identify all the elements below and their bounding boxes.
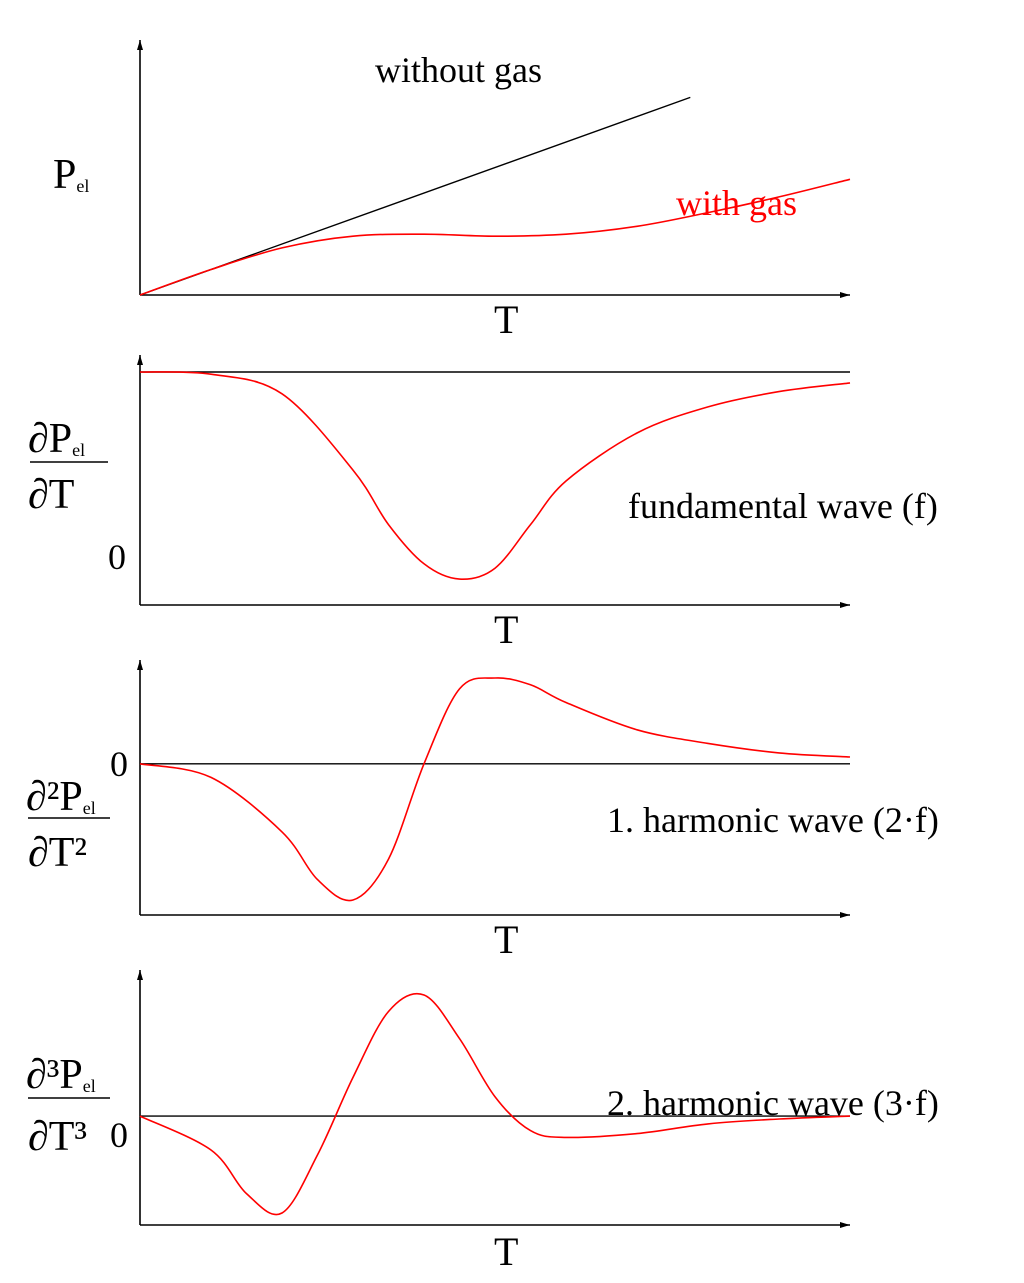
numerator-main: ∂³P — [26, 1052, 83, 1098]
panel-4-caption: 2. harmonic wave (3·f) — [607, 1083, 939, 1123]
annotation-without-gas: without gas — [375, 50, 542, 90]
panel-4-y-numerator: ∂³Pel — [26, 1052, 96, 1098]
panel-3-zero-label: 0 — [110, 744, 128, 784]
panel-second-derivative: 0 1. harmonic wave (2·f) ∂²Pel ∂T² T — [26, 660, 939, 962]
panel-3-x-label: T — [494, 917, 518, 962]
numerator-sub: el — [72, 440, 85, 460]
panel-first-derivative: 0 fundamental wave (f) ∂Pel ∂T T — [28, 355, 938, 652]
panel-3-y-numerator: ∂²Pel — [26, 774, 96, 820]
y-label-sub: el — [76, 176, 89, 196]
panel-1-x-label: T — [494, 297, 518, 342]
panel-3-caption: 1. harmonic wave (2·f) — [607, 800, 939, 840]
numerator-main: ∂²P — [26, 774, 83, 820]
numerator-sub: el — [83, 798, 96, 818]
panel-4-y-denominator: ∂T³ — [28, 1114, 87, 1160]
annotation-with-gas: with gas — [676, 183, 797, 223]
panel-2-caption: fundamental wave (f) — [628, 486, 938, 526]
panel-2-zero-label: 0 — [108, 537, 126, 577]
panel-4-x-label: T — [494, 1229, 518, 1274]
panel-2-y-numerator: ∂Pel — [28, 416, 85, 462]
series-first-derivative — [139, 371, 851, 581]
numerator-main: ∂P — [28, 416, 72, 462]
panel-2-y-denominator: ∂T — [28, 472, 74, 518]
series-with-gas — [139, 178, 851, 296]
panel-2-x-label: T — [494, 607, 518, 652]
series-second-derivative — [139, 677, 851, 902]
panel-1-y-label: Pel — [53, 152, 89, 198]
panel-4-zero-label: 0 — [110, 1115, 128, 1155]
series-third-derivative — [139, 992, 851, 1216]
numerator-sub: el — [83, 1076, 96, 1096]
y-label-main: P — [53, 152, 76, 198]
panel-3-y-denominator: ∂T² — [28, 830, 87, 876]
panel-power-vs-temperature: without gas with gas Pel T — [53, 40, 851, 342]
panel-third-derivative: 0 2. harmonic wave (3·f) ∂³Pel ∂T³ T — [26, 970, 939, 1274]
